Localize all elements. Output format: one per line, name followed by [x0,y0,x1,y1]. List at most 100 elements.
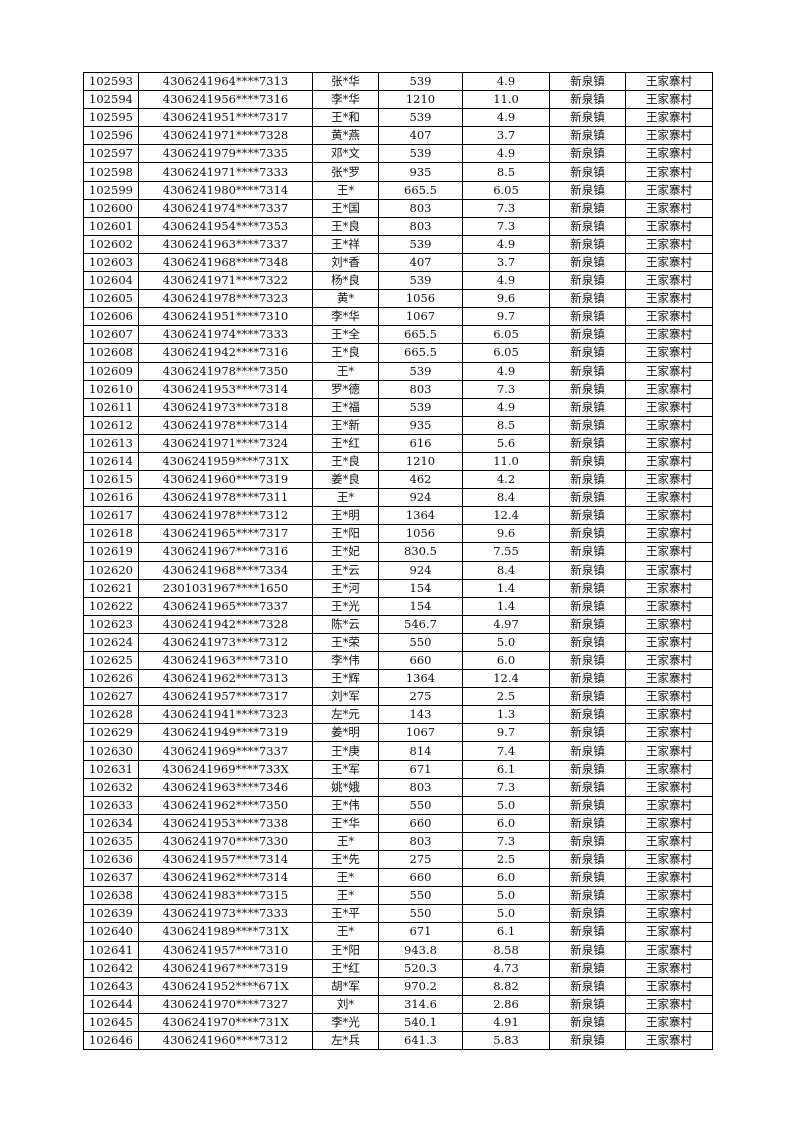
table-row: 102615 4306241960****7319 姜*良 462 4.2 新泉镇 王家寨村 [83,470,713,490]
row-number-cell: 102621 [83,578,139,598]
table-row: 102638 4306241983****7315 王* 550 5.0 新泉镇 王家寨村 [83,886,713,906]
town-cell: 新泉镇 [549,759,626,779]
name-cell: 王*华 [312,813,379,833]
table-row: 102639 4306241973****7333 王*平 550 5.0 新泉镇 王家寨村 [83,904,713,924]
table-row: 102599 4306241980****7314 王* 665.5 6.05 新泉镇 王家… [83,180,713,200]
village-cell: 王家寨村 [625,451,713,472]
id-number-cell: 4306241970****7330 [138,831,313,852]
amount-cell: 671 [378,922,463,942]
town-cell: 新泉镇 [549,687,626,707]
name-cell: 胡*军 [312,976,379,996]
amount-cell: 407 [378,126,463,146]
row-number-cell: 102597 [83,144,139,164]
row-number-cell: 102646 [83,1030,139,1051]
row-number-cell: 102617 [83,506,139,526]
town-cell: 新泉镇 [549,524,626,544]
table-row: 102611 4306241973****7318 王*福 539 4.9 新泉镇 王家寨村 [83,397,713,417]
id-number-cell: 4306241968****7348 [138,252,313,273]
subsidy-cell: 4.9 [462,144,550,164]
table-row: 102597 4306241979****7335 邓*文 539 4.9 新泉镇 王家寨村 [83,144,713,164]
table-row: 102632 4306241963****7346 姚*娥 803 7.3 新泉镇 王家寨村 [83,777,713,797]
town-cell: 新泉镇 [549,777,626,797]
village-cell: 王家寨村 [625,813,713,833]
row-number-cell: 102637 [83,868,139,888]
row-number-cell: 102640 [83,922,139,942]
amount-cell: 275 [378,850,463,870]
row-number-cell: 102598 [83,162,139,182]
table-row: 102626 4306241962****7313 王*辉 1364 12.4 新泉镇 王家… [83,669,713,689]
town-cell: 新泉镇 [549,1030,626,1051]
name-cell: 左*元 [312,705,379,725]
id-number-cell: 4306241971****7324 [138,433,313,453]
town-cell: 新泉镇 [549,506,626,526]
id-number-cell: 4306241979****7335 [138,144,313,164]
table-body: 102593 4306241964****7313 张*华 539 4.9 新泉镇 王家寨村… [83,71,713,1051]
town-cell: 新泉镇 [549,488,626,508]
table-row: 102610 4306241953****7314 罗*德 803 7.3 新泉镇 王家寨村 [83,379,713,399]
name-cell: 王*辉 [312,669,379,689]
row-number-cell: 102599 [83,180,139,200]
amount-cell: 641.3 [378,1030,463,1051]
table-row: 102634 4306241953****7338 王*华 660 6.0 新泉镇 王家寨村 [83,813,713,833]
town-cell: 新泉镇 [549,596,626,616]
id-number-cell: 4306241951****7317 [138,108,313,128]
town-cell: 新泉镇 [549,433,626,453]
village-cell: 王家寨村 [625,289,713,309]
row-number-cell: 102595 [83,108,139,128]
name-cell: 王*国 [312,198,379,218]
name-cell: 王*红 [312,958,379,978]
table-row: 102644 4306241970****7327 刘* 314.6 2.86 新泉镇 王家… [83,994,713,1014]
id-number-cell: 4306241973****7312 [138,632,313,653]
name-cell: 姜*良 [312,470,379,490]
name-cell: 王*光 [312,596,379,616]
name-cell: 王*平 [312,904,379,924]
town-cell: 新泉镇 [549,1012,626,1032]
town-cell: 新泉镇 [549,868,626,888]
village-cell: 王家寨村 [625,994,713,1014]
subsidy-cell: 6.05 [462,325,550,345]
village-cell: 王家寨村 [625,90,713,110]
village-cell: 王家寨村 [625,669,713,689]
amount-cell: 924 [378,560,463,580]
table-row: 102622 4306241965****7337 王*光 154 1.4 新泉镇 王家寨村 [83,596,713,616]
id-number-cell: 4306241960****7319 [138,470,313,490]
town-cell: 新泉镇 [549,415,626,435]
village-cell: 王家寨村 [625,506,713,526]
name-cell: 王* [312,831,379,852]
id-number-cell: 4306241969****733X [138,759,313,779]
table-row: 102614 4306241959****731X 王*良 1210 11.0 新泉镇 王家… [83,451,713,472]
id-number-cell: 4306241983****7315 [138,886,313,906]
name-cell: 王*先 [312,850,379,870]
town-cell: 新泉镇 [549,126,626,146]
subsidy-cell: 1.3 [462,705,550,725]
village-cell: 王家寨村 [625,252,713,273]
id-number-cell: 4306241973****7318 [138,397,313,417]
table-row: 102645 4306241970****731X 李*光 540.1 4.91 新泉镇王… [83,1012,713,1032]
table-row: 102630 4306241969****7337 王*庚 814 7.4 新泉镇 王家寨村 [83,741,713,761]
amount-cell: 803 [378,777,463,797]
name-cell: 王* [312,180,379,200]
town-cell: 新泉镇 [549,795,626,815]
town-cell: 新泉镇 [549,216,626,236]
row-number-cell: 102609 [83,361,139,381]
row-number-cell: 102593 [83,71,139,92]
subsidy-cell: 4.9 [462,71,550,92]
subsidy-cell: 5.6 [462,433,550,453]
id-number-cell: 4306241957****7314 [138,850,313,870]
id-number-cell: 4306241964****7313 [138,71,313,92]
amount-cell: 1056 [378,524,463,544]
subsidy-cell: 9.6 [462,524,550,544]
subsidy-cell: 9.6 [462,289,550,309]
name-cell: 王*伟 [312,795,379,815]
row-number-cell: 102639 [83,904,139,924]
table-row: 102633 4306241962****7350 王*伟 550 5.0 新泉镇 王家寨村 [83,795,713,815]
row-number-cell: 102619 [83,542,139,562]
village-cell: 王家寨村 [625,488,713,508]
amount-cell: 660 [378,650,463,671]
subsidy-cell: 12.4 [462,669,550,689]
amount-cell: 935 [378,415,463,435]
village-cell: 王家寨村 [625,325,713,345]
amount-cell: 814 [378,741,463,761]
amount-cell: 1364 [378,669,463,689]
village-cell: 王家寨村 [625,542,713,562]
